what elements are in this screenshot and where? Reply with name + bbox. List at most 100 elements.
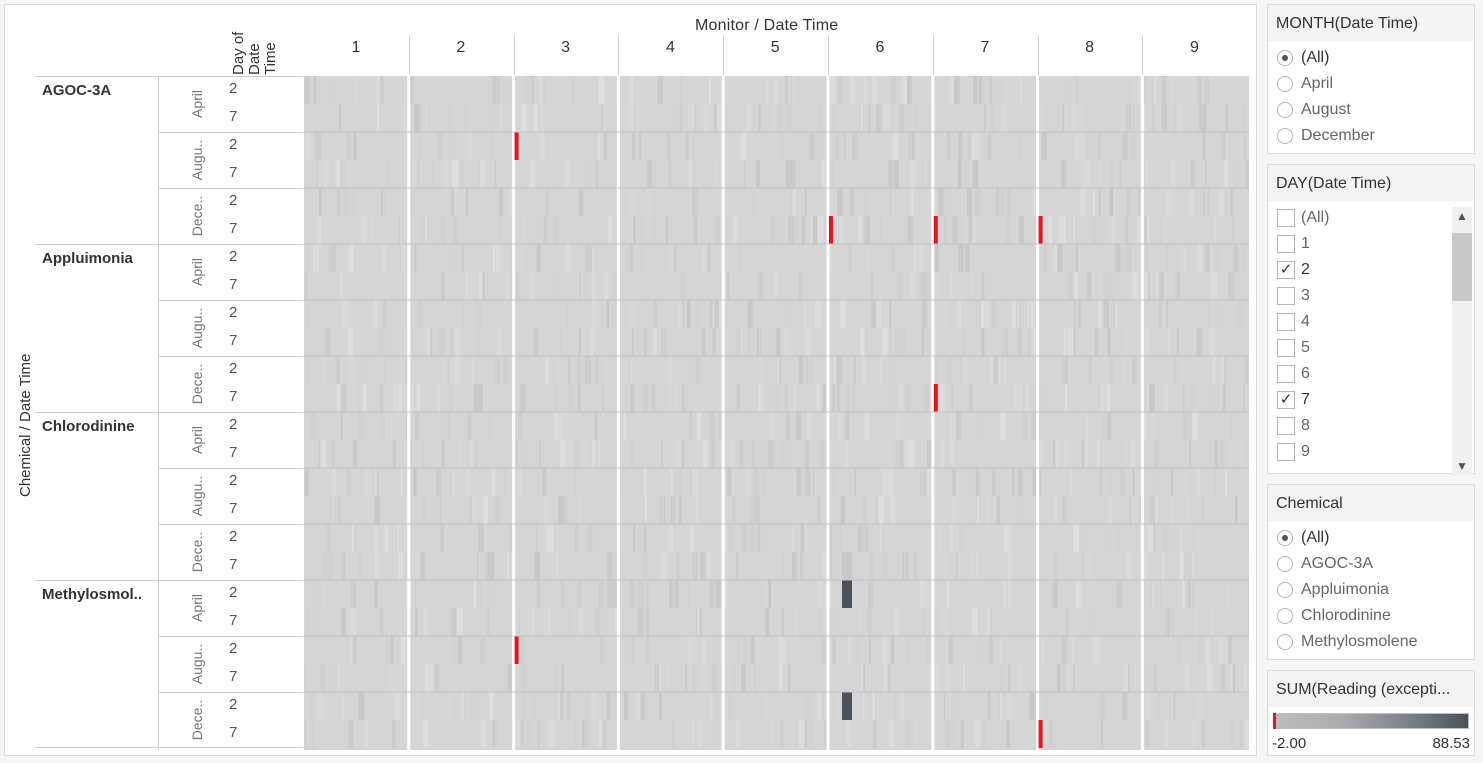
heatmap-cell[interactable] — [744, 160, 746, 188]
heatmap-cell[interactable] — [1036, 468, 1042, 496]
heatmap-cell[interactable] — [675, 440, 681, 468]
heatmap-cell[interactable] — [488, 552, 494, 580]
heatmap-highlight-cell[interactable] — [842, 692, 852, 720]
heatmap-cell[interactable] — [932, 608, 937, 636]
heatmap-cell[interactable] — [459, 440, 462, 468]
heatmap-cell[interactable] — [865, 216, 870, 244]
heatmap-cell[interactable] — [1083, 552, 1090, 580]
heatmap-cell[interactable] — [584, 160, 590, 188]
heatmap-cell[interactable] — [1000, 188, 1006, 216]
radio-icon[interactable] — [1277, 50, 1293, 66]
heatmap-cell[interactable] — [574, 720, 577, 748]
heatmap-cell[interactable] — [957, 160, 962, 188]
heatmap-cell[interactable] — [468, 496, 472, 524]
heatmap-cell[interactable] — [1071, 104, 1076, 132]
heatmap-cell[interactable] — [480, 720, 487, 748]
heatmap-cell[interactable] — [507, 188, 510, 216]
heatmap-cell[interactable] — [1024, 384, 1029, 412]
heatmap-cell[interactable] — [1121, 692, 1128, 720]
heatmap-cell[interactable] — [891, 76, 896, 104]
heatmap-cell[interactable] — [1063, 328, 1068, 356]
heatmap-cell[interactable] — [1092, 636, 1096, 664]
heatmap-cell[interactable] — [665, 272, 668, 300]
heatmap-cell[interactable] — [971, 132, 978, 160]
monitor-gutter[interactable] — [931, 76, 935, 750]
heatmap-cell[interactable] — [923, 160, 925, 188]
heatmap-cell[interactable] — [485, 552, 491, 580]
heatmap-cell[interactable] — [401, 636, 407, 664]
heatmap-cell[interactable] — [821, 160, 827, 188]
heatmap-cell[interactable] — [894, 328, 900, 356]
heatmap-row-divider[interactable] — [304, 411, 1249, 413]
heatmap-cell[interactable] — [543, 496, 549, 524]
heatmap-cell[interactable] — [668, 356, 673, 384]
heatmap-cell[interactable] — [306, 300, 311, 328]
heatmap-cell[interactable] — [1071, 636, 1075, 664]
heatmap-cell[interactable] — [1149, 496, 1155, 524]
heatmap-cell[interactable] — [767, 440, 774, 468]
heatmap-cell[interactable] — [666, 216, 669, 244]
heatmap-cell[interactable] — [1212, 356, 1216, 384]
heatmap-cell[interactable] — [715, 216, 720, 244]
heatmap-cell[interactable] — [985, 608, 991, 636]
heatmap-cell[interactable] — [1170, 468, 1174, 496]
heatmap-cell[interactable] — [1229, 244, 1231, 272]
heatmap-cell[interactable] — [889, 328, 891, 356]
heatmap-cell[interactable] — [857, 524, 862, 552]
heatmap-cell[interactable] — [602, 384, 604, 412]
heatmap-cell[interactable] — [1056, 664, 1061, 692]
heatmap-cell[interactable] — [441, 440, 446, 468]
heatmap-cell[interactable] — [992, 356, 999, 384]
heatmap-cell[interactable] — [1170, 496, 1175, 524]
heatmap-cell[interactable] — [832, 244, 837, 272]
heatmap-cell[interactable] — [1142, 76, 1146, 104]
heatmap-cell[interactable] — [879, 356, 882, 384]
heatmap-cell[interactable] — [887, 356, 892, 384]
heatmap-cell[interactable] — [538, 76, 544, 104]
heatmap-cell[interactable] — [560, 692, 564, 720]
heatmap-cell[interactable] — [348, 720, 354, 748]
heatmap-cell[interactable] — [317, 188, 319, 216]
heatmap-cell[interactable] — [839, 524, 842, 552]
heatmap-cell[interactable] — [1132, 272, 1139, 300]
heatmap-cell[interactable] — [1138, 524, 1144, 552]
heatmap-cell[interactable] — [951, 468, 957, 496]
heatmap-cell[interactable] — [775, 384, 779, 412]
heatmap-cell[interactable] — [1211, 608, 1213, 636]
heatmap-cell[interactable] — [692, 552, 696, 580]
heatmap-cell[interactable] — [1131, 496, 1137, 524]
heatmap-cell[interactable] — [444, 720, 450, 748]
heatmap-cell[interactable] — [461, 692, 467, 720]
heatmap-cell[interactable] — [319, 664, 326, 692]
heatmap-cell[interactable] — [568, 440, 573, 468]
heatmap-cell[interactable] — [800, 524, 804, 552]
heatmap-cell[interactable] — [1067, 76, 1069, 104]
heatmap-cell[interactable] — [792, 552, 797, 580]
heatmap-cell[interactable] — [352, 188, 355, 216]
heatmap-cell[interactable] — [423, 720, 429, 748]
heatmap-cell[interactable] — [1007, 188, 1012, 216]
heatmap-cell[interactable] — [304, 468, 309, 496]
heatmap-cell[interactable] — [749, 496, 755, 524]
heatmap-cell[interactable] — [796, 524, 799, 552]
heatmap-cell[interactable] — [1092, 188, 1096, 216]
heatmap-cell[interactable] — [350, 636, 356, 664]
heatmap-cell[interactable] — [805, 692, 812, 720]
heatmap-cell[interactable] — [508, 188, 512, 216]
heatmap-cell[interactable] — [1056, 440, 1059, 468]
heatmap-cell[interactable] — [337, 188, 341, 216]
heatmap-cell[interactable] — [821, 692, 823, 720]
heatmap-cell[interactable] — [1115, 524, 1121, 552]
heatmap-cell[interactable] — [582, 440, 588, 468]
heatmap-cell[interactable] — [1197, 188, 1202, 216]
heatmap-cell[interactable] — [784, 76, 788, 104]
heatmap-cell[interactable] — [1230, 720, 1235, 748]
heatmap-cell[interactable] — [630, 384, 635, 412]
heatmap-cell[interactable] — [440, 216, 447, 244]
heatmap-cell[interactable] — [1175, 272, 1181, 300]
heatmap-cell[interactable] — [1233, 244, 1239, 272]
heatmap-cell[interactable] — [928, 384, 932, 412]
heatmap-cell[interactable] — [331, 244, 336, 272]
heatmap-cell[interactable] — [715, 160, 718, 188]
heatmap-cell[interactable] — [996, 188, 1000, 216]
